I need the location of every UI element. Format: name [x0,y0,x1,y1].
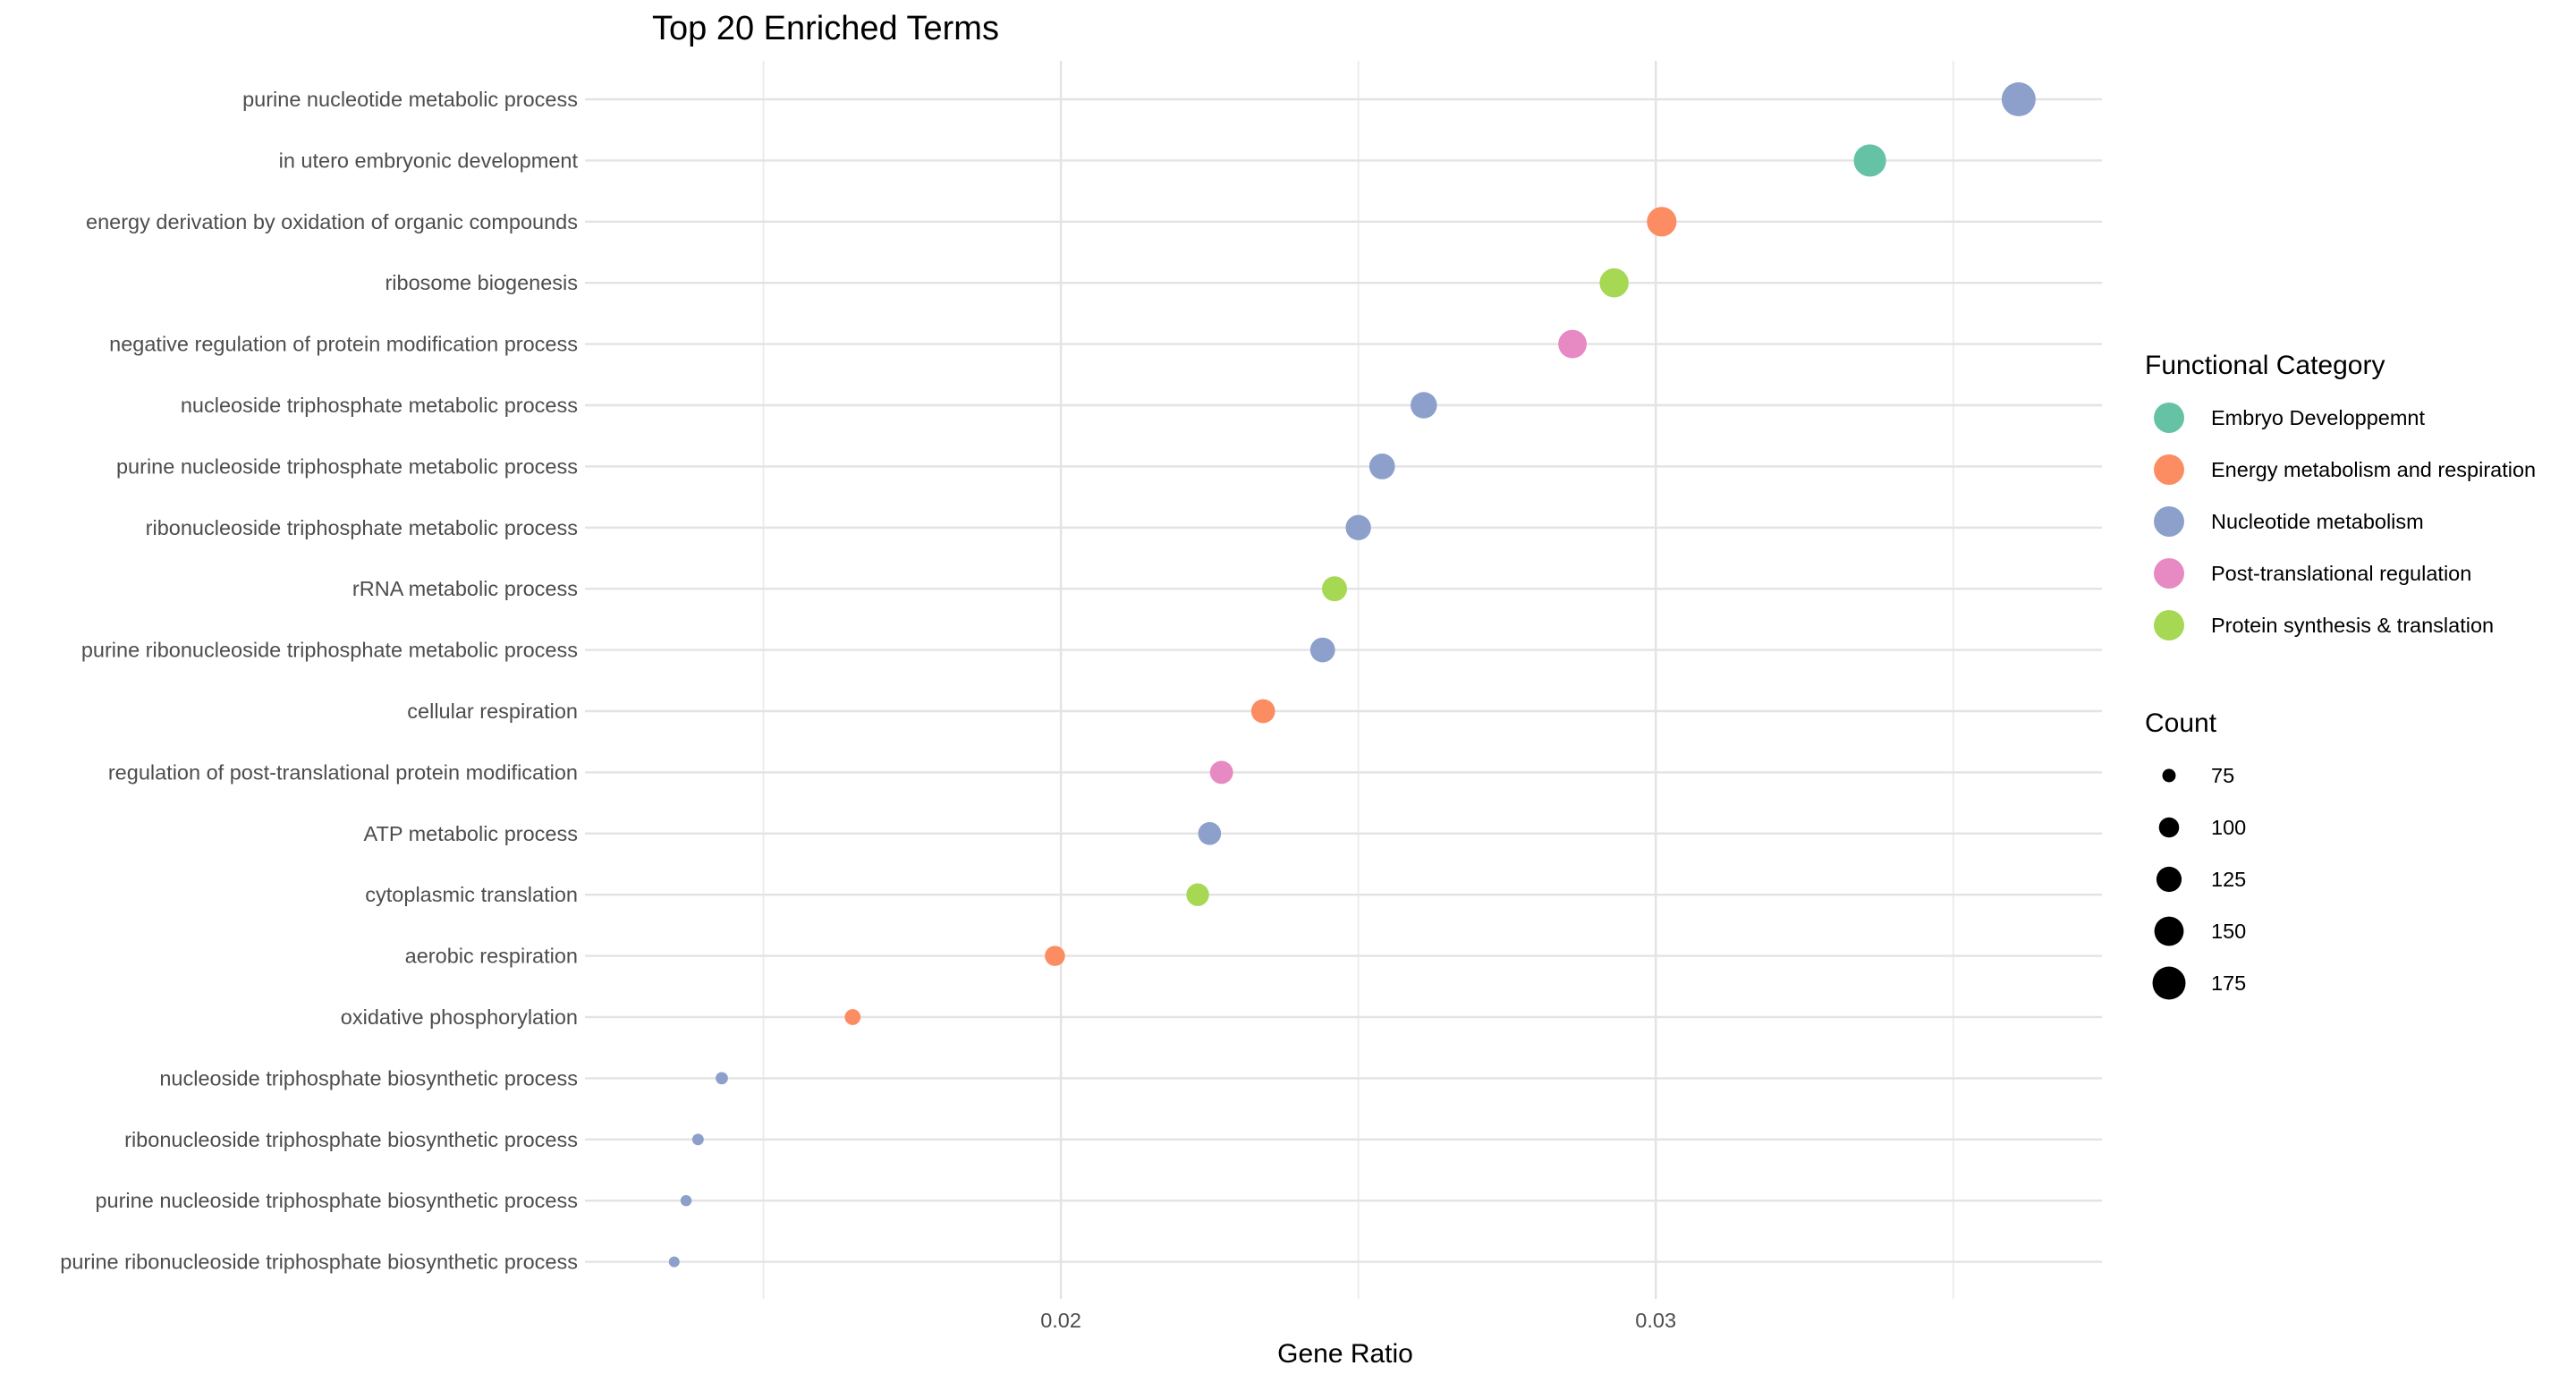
size-legend-label: 100 [2211,816,2246,839]
color-legend-label: Embryo Developpemnt [2211,406,2425,429]
size-legend-label: 150 [2211,920,2246,943]
color-legend-key [2154,558,2184,589]
data-point [844,1009,861,1025]
size-legend-key [2154,916,2184,946]
y-tick-label: rRNA metabolic process [352,577,578,600]
data-point [1345,514,1371,540]
data-points [668,82,2036,1268]
data-point [1198,821,1222,845]
chart-title: Top 20 Enriched Terms [652,10,999,47]
y-tick-label: nucleoside triphosphate metabolic proces… [181,394,578,417]
y-tick-label: ribonucleoside triphosphate metabolic pr… [146,516,578,539]
color-legend-label: Post-translational regulation [2211,562,2471,585]
color-legend-label: Nucleotide metabolism [2211,510,2424,533]
y-tick-label: cellular respiration [407,700,578,723]
data-point [668,1256,680,1268]
color-legend-key [2154,610,2184,640]
size-legend-label: 125 [2211,868,2246,891]
grid-lines [585,61,2102,1299]
y-tick-label: nucleoside triphosphate biosynthetic pro… [159,1066,578,1090]
y-tick-label: energy derivation by oxidation of organi… [86,210,578,233]
data-point [1250,699,1275,724]
size-legend-label: 175 [2211,971,2246,995]
x-axis-title: Gene Ratio [1277,1339,1413,1369]
y-tick-label: cytoplasmic translation [365,883,578,906]
color-legend: Functional Category Embryo Developpemnt E… [2145,351,2536,640]
y-tick-label: purine nucleoside triphosphate metabolic… [116,454,578,478]
x-tick-label: 0.03 [1635,1309,1676,1332]
data-point [1647,207,1677,237]
color-legend-title: Functional Category [2145,351,2385,380]
color-legend-key [2154,506,2184,537]
y-tick-label: purine nucleoside triphosphate biosynthe… [95,1189,578,1212]
y-tick-label: purine nucleotide metabolic process [242,88,578,111]
data-point [680,1194,692,1207]
y-tick-label: ribonucleoside triphosphate biosynthetic… [124,1128,578,1151]
data-point [691,1133,704,1146]
data-point [1186,883,1209,906]
size-legend-key [2156,866,2182,893]
color-legend-label: Protein synthesis & translation [2211,614,2494,637]
data-point [1309,637,1335,663]
size-legend-title: Count [2145,708,2217,738]
data-point [1411,392,1437,419]
y-tick-label: negative regulation of protein modificat… [109,333,578,356]
data-point [1853,144,1886,177]
data-point [1045,946,1065,966]
data-point [1368,454,1395,479]
data-point [1209,760,1233,785]
y-tick-label: ATP metabolic process [364,822,578,845]
data-point [1599,267,1629,298]
color-legend-label: Energy metabolism and respiration [2211,458,2536,481]
y-tick-label: purine ribonucleoside triphosphate biosy… [60,1251,578,1274]
x-axis-tick-labels: 0.02 0.03 [1040,1309,1676,1332]
y-axis-tick-labels: purine nucleotide metabolic process in ut… [60,88,578,1274]
data-point [716,1072,728,1085]
size-legend-label: 75 [2211,764,2234,787]
data-point [1558,329,1587,359]
y-tick-label: in utero embryonic development [279,148,579,172]
color-legend-key [2154,403,2184,433]
y-tick-label: oxidative phosphorylation [341,1005,578,1029]
y-tick-label: ribosome biogenesis [385,271,578,294]
size-legend-key [2152,966,2186,1000]
size-legend-key [2162,768,2176,783]
size-legend: Count 75 100 125 150 175 [2145,708,2246,1000]
data-point [1322,576,1348,602]
data-point [2001,82,2036,116]
size-legend-key [2158,817,2180,838]
y-tick-label: purine ribonucleoside triphosphate metab… [81,639,578,662]
y-tick-label: regulation of post-translational protein… [108,760,578,784]
y-tick-label: aerobic respiration [405,945,578,968]
x-tick-label: 0.02 [1040,1309,1081,1332]
color-legend-key [2154,454,2184,485]
